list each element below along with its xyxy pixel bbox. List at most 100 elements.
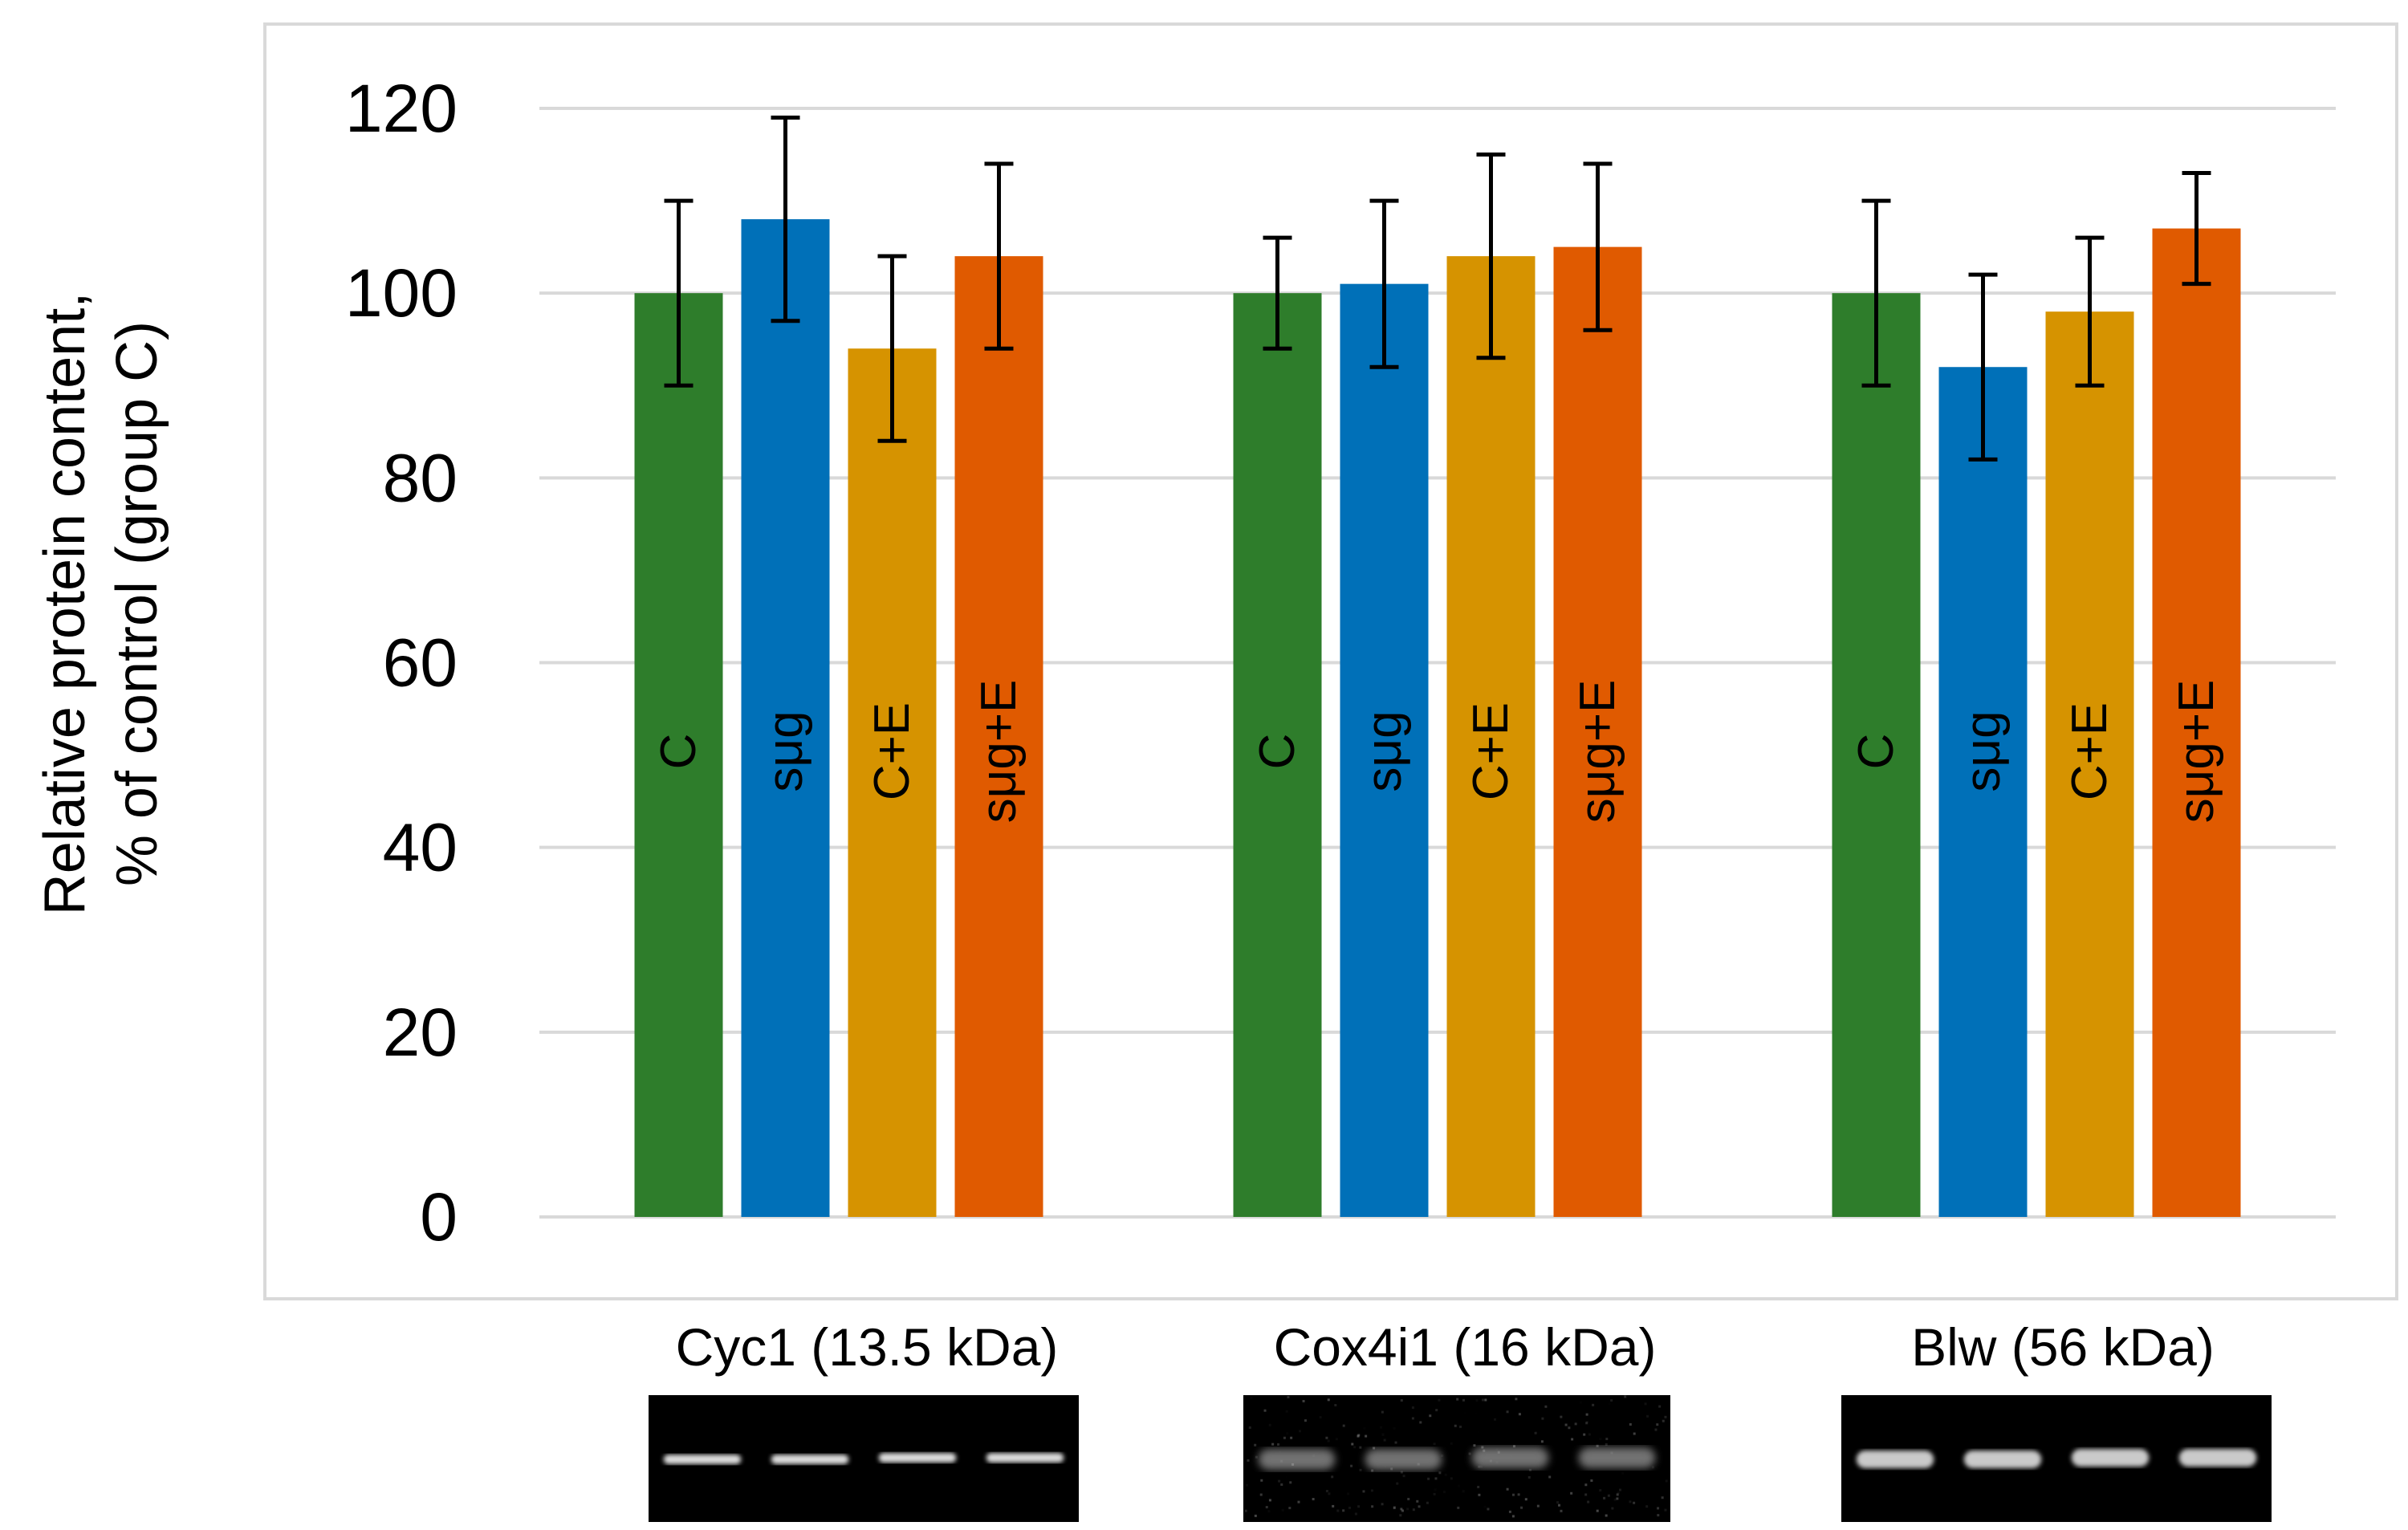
blot-noise — [1662, 1496, 1664, 1499]
blot-noise — [1438, 1471, 1441, 1474]
blot-noise — [1610, 1399, 1613, 1402]
blot-noise — [1525, 1498, 1527, 1500]
blot-noise — [1396, 1483, 1398, 1485]
blot-caption-cox4i1: Cox4i1 (16 kDa) — [1204, 1316, 1726, 1377]
blot-noise — [1482, 1398, 1484, 1401]
blot-noise — [1568, 1426, 1570, 1429]
blot-noise — [1528, 1476, 1531, 1479]
blot-band — [1964, 1451, 2041, 1468]
blot-noise — [1587, 1501, 1589, 1504]
blot-noise — [1285, 1475, 1287, 1478]
blot-noise — [1342, 1509, 1344, 1512]
blot-noise — [1246, 1484, 1248, 1487]
blot-noise — [1247, 1459, 1249, 1462]
blot-noise — [1297, 1501, 1300, 1504]
blot-noise — [1278, 1480, 1280, 1483]
blot-noise — [1260, 1494, 1263, 1496]
blot-noise — [1401, 1399, 1403, 1402]
blot-noise — [1565, 1424, 1568, 1426]
bar-label: sμg+E — [971, 680, 1027, 824]
blot-noise — [1611, 1508, 1613, 1510]
blot-band — [879, 1453, 956, 1463]
blot-noise — [1245, 1510, 1247, 1512]
blot-noise — [1605, 1438, 1608, 1440]
y-tick-label: 40 — [383, 810, 458, 885]
blot-noise — [1357, 1505, 1360, 1508]
blot-noise — [1334, 1404, 1336, 1406]
blot-noise — [1450, 1477, 1453, 1479]
blot-noise — [1605, 1443, 1608, 1446]
blot-noise — [1609, 1402, 1611, 1405]
blot-noise — [1645, 1402, 1647, 1405]
blot-noise — [1445, 1474, 1447, 1476]
blot-noise — [1570, 1492, 1572, 1495]
y-tick-label: 80 — [383, 440, 458, 515]
blot-noise — [1303, 1400, 1305, 1402]
blot-noise — [1515, 1398, 1517, 1400]
blot-noise — [1544, 1406, 1547, 1408]
blot-noise — [1457, 1507, 1459, 1509]
blot-noise — [1469, 1452, 1471, 1455]
blot-noise — [1605, 1515, 1608, 1517]
blot-band — [1579, 1447, 1656, 1468]
blot-noise — [1328, 1398, 1330, 1401]
blot-noise — [1487, 1508, 1489, 1510]
western-blot-cyc1 — [649, 1395, 1079, 1522]
blot-noise — [1328, 1439, 1330, 1442]
blot-noise — [1360, 1469, 1362, 1471]
blot-noise — [1548, 1475, 1551, 1478]
blot-noise — [1351, 1443, 1353, 1446]
blot-noise — [1657, 1507, 1659, 1509]
blot-noise — [1513, 1445, 1515, 1447]
blot-noise — [1336, 1438, 1338, 1440]
blot-noise — [1478, 1430, 1480, 1433]
blot-noise — [1427, 1478, 1430, 1480]
blot-noise — [1509, 1511, 1511, 1513]
blot-noise — [1254, 1444, 1256, 1447]
blot-noise — [1584, 1483, 1587, 1486]
blot-noise — [1633, 1433, 1636, 1435]
blot-noise — [1494, 1418, 1496, 1421]
blot-noise — [1287, 1396, 1289, 1398]
blot-noise — [1477, 1486, 1479, 1488]
y-tick-label: 60 — [383, 625, 458, 701]
blot-noise — [1616, 1497, 1618, 1499]
blot-noise — [1299, 1430, 1301, 1432]
blot-noise — [1412, 1417, 1414, 1419]
blot-noise — [1599, 1438, 1601, 1440]
y-tick-label: 0 — [420, 1179, 458, 1255]
blot-noise — [1624, 1395, 1626, 1398]
blot-noise — [1353, 1446, 1356, 1448]
blot-noise — [1328, 1492, 1330, 1495]
blot-noise — [1371, 1505, 1373, 1508]
blot-noise — [1474, 1412, 1477, 1414]
blot-noise — [1608, 1495, 1610, 1497]
blot-noise — [1325, 1437, 1328, 1439]
blot-noise — [1459, 1426, 1462, 1428]
bar-label: sμg — [1955, 710, 2011, 791]
blot-noise — [1289, 1481, 1291, 1483]
blot-noise — [1646, 1415, 1649, 1418]
bar-label: C+E — [1463, 702, 1519, 800]
blot-noise — [1280, 1483, 1283, 1486]
blot-noise — [1271, 1443, 1274, 1446]
blot-noise — [1250, 1397, 1252, 1399]
blot-noise — [1359, 1447, 1361, 1449]
blot-noise — [1541, 1418, 1544, 1420]
blot-noise — [1666, 1479, 1668, 1482]
blot-noise — [1621, 1472, 1624, 1475]
blot-noise — [1371, 1470, 1373, 1472]
blot-noise — [1381, 1434, 1384, 1436]
bar-label: sμg+E — [1570, 680, 1625, 824]
blot-noise — [1443, 1491, 1446, 1493]
blot-noise — [1393, 1427, 1396, 1430]
blot-noise — [1434, 1493, 1436, 1495]
y-tick-label: 100 — [345, 255, 458, 331]
blot-noise — [1347, 1492, 1349, 1495]
blot-noise — [1264, 1410, 1267, 1412]
blot-noise — [1473, 1444, 1475, 1447]
blot-noise — [1419, 1421, 1422, 1423]
bar-label: C+E — [2062, 702, 2117, 800]
